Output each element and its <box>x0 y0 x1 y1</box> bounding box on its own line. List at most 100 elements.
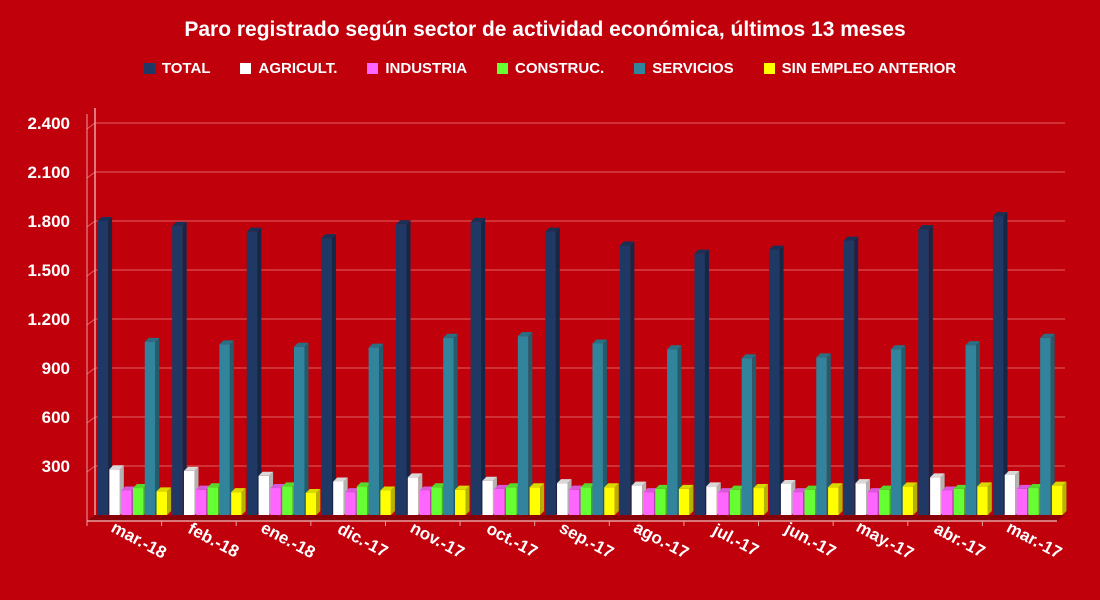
bar-front <box>470 221 482 516</box>
bar <box>918 225 933 515</box>
x-category-label: ago.-17 <box>630 518 691 563</box>
legend-item: CONSTRUC. <box>497 60 604 77</box>
bar-side <box>602 339 607 515</box>
bar-top <box>604 483 619 488</box>
bar-top <box>643 488 658 493</box>
bar-top <box>580 483 596 488</box>
bar-front <box>580 487 592 515</box>
bar-top <box>407 473 423 478</box>
bar-top <box>694 249 709 254</box>
gridline-depth <box>86 367 96 375</box>
bar-front <box>843 240 855 515</box>
bar <box>965 341 981 515</box>
bar-top <box>804 485 819 490</box>
bar-front <box>667 349 678 515</box>
bar-front <box>419 490 431 515</box>
bar-top <box>231 488 246 493</box>
legend-swatch <box>367 63 379 74</box>
bar-front <box>431 487 442 515</box>
bar-top <box>219 340 234 345</box>
bar <box>321 234 336 515</box>
y-tick-label: 1.200 <box>27 310 70 329</box>
bar-front <box>729 489 741 515</box>
bar-side <box>1050 333 1055 515</box>
bar-top <box>97 217 113 221</box>
bar-front <box>694 253 705 515</box>
bar <box>455 485 470 515</box>
bar <box>592 339 607 515</box>
legend-item: SIN EMPLEO ANTERIOR <box>763 60 957 77</box>
bar-front <box>356 486 368 515</box>
x-category-label: mar.-17 <box>1004 518 1065 563</box>
bar-top <box>816 353 831 358</box>
bar-side <box>630 241 635 515</box>
bar-front <box>1028 488 1039 515</box>
bar-top <box>156 487 172 492</box>
bar-top <box>729 485 745 490</box>
bar <box>816 353 831 515</box>
bar-front <box>1016 488 1028 515</box>
gridline-depth <box>86 220 96 228</box>
bar-top <box>207 483 223 488</box>
bar-top <box>1004 470 1020 475</box>
bar <box>293 342 309 515</box>
legend-swatch <box>240 63 252 74</box>
bar-front <box>121 490 132 515</box>
bar <box>902 482 918 515</box>
bar-front <box>718 492 729 515</box>
bar-front <box>816 357 827 515</box>
bar <box>231 488 246 515</box>
x-category-label: dic.-17 <box>334 519 390 561</box>
bar-front <box>930 477 941 515</box>
bar-top <box>270 484 285 489</box>
bar-top <box>356 482 372 487</box>
y-tick-label: 600 <box>42 408 70 427</box>
legend-swatch <box>143 63 155 74</box>
bar-front <box>270 488 281 515</box>
bar-front <box>144 341 156 515</box>
bar-side <box>826 353 831 515</box>
x-category-label: jun.-17 <box>781 518 839 561</box>
legend-label: SIN EMPLEO ANTERIOR <box>781 60 957 77</box>
bar-side <box>838 483 843 515</box>
bar-top <box>545 227 560 232</box>
bar-top <box>557 479 572 484</box>
legend-label: CONSTRUC. <box>515 60 605 77</box>
bar-top <box>769 245 784 250</box>
bar-front <box>517 336 529 515</box>
bar-top <box>631 481 647 486</box>
bar-front <box>231 492 242 515</box>
bar-top <box>506 483 521 488</box>
chart-title: Paro registrado según sector de activida… <box>184 18 906 41</box>
x-category-label: feb.-18 <box>185 519 242 562</box>
legend-swatch <box>763 63 775 74</box>
x-category-label: mar.-18 <box>108 518 169 563</box>
bar-top <box>655 484 670 489</box>
legend-swatch <box>634 63 646 74</box>
bar-front <box>828 487 839 515</box>
bar-front <box>1004 474 1016 515</box>
bar-side <box>677 345 682 515</box>
gridline-depth <box>86 122 96 130</box>
gridline-depth <box>86 171 96 179</box>
legend: TOTAL AGRICULT. INDUSTRIA CONSTRUC. SERVICIO… <box>0 60 1100 77</box>
bar-top <box>396 220 411 225</box>
bar-front <box>804 489 815 515</box>
bar-top <box>667 345 682 350</box>
bar <box>246 227 262 515</box>
legend-label: INDUSTRIA <box>385 60 468 77</box>
bar-top <box>419 486 435 491</box>
bar-side <box>555 227 560 515</box>
bar <box>843 236 859 515</box>
bar <box>828 483 843 515</box>
bar <box>517 332 533 515</box>
bar <box>977 482 992 515</box>
bar <box>144 337 160 515</box>
bar-top <box>902 482 918 487</box>
bar <box>678 484 694 515</box>
bar-front <box>678 488 690 515</box>
bar-front <box>494 488 505 515</box>
bar <box>890 345 906 515</box>
bar-top <box>828 483 843 488</box>
